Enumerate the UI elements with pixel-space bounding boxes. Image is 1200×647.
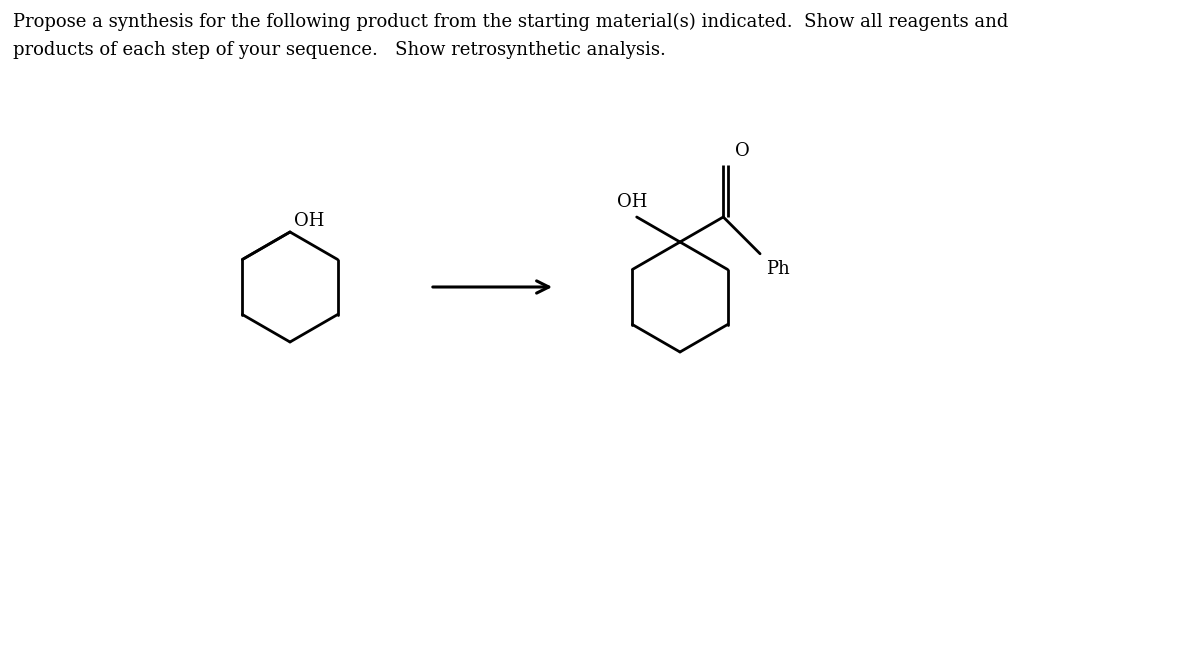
Text: products of each step of your sequence.   Show retrosynthetic analysis.: products of each step of your sequence. … [13,41,666,59]
Text: OH: OH [294,212,324,230]
Text: O: O [734,142,749,160]
Text: Propose a synthesis for the following product from the starting material(s) indi: Propose a synthesis for the following pr… [13,13,1008,31]
Text: OH: OH [617,193,647,211]
Text: Ph: Ph [766,259,790,278]
